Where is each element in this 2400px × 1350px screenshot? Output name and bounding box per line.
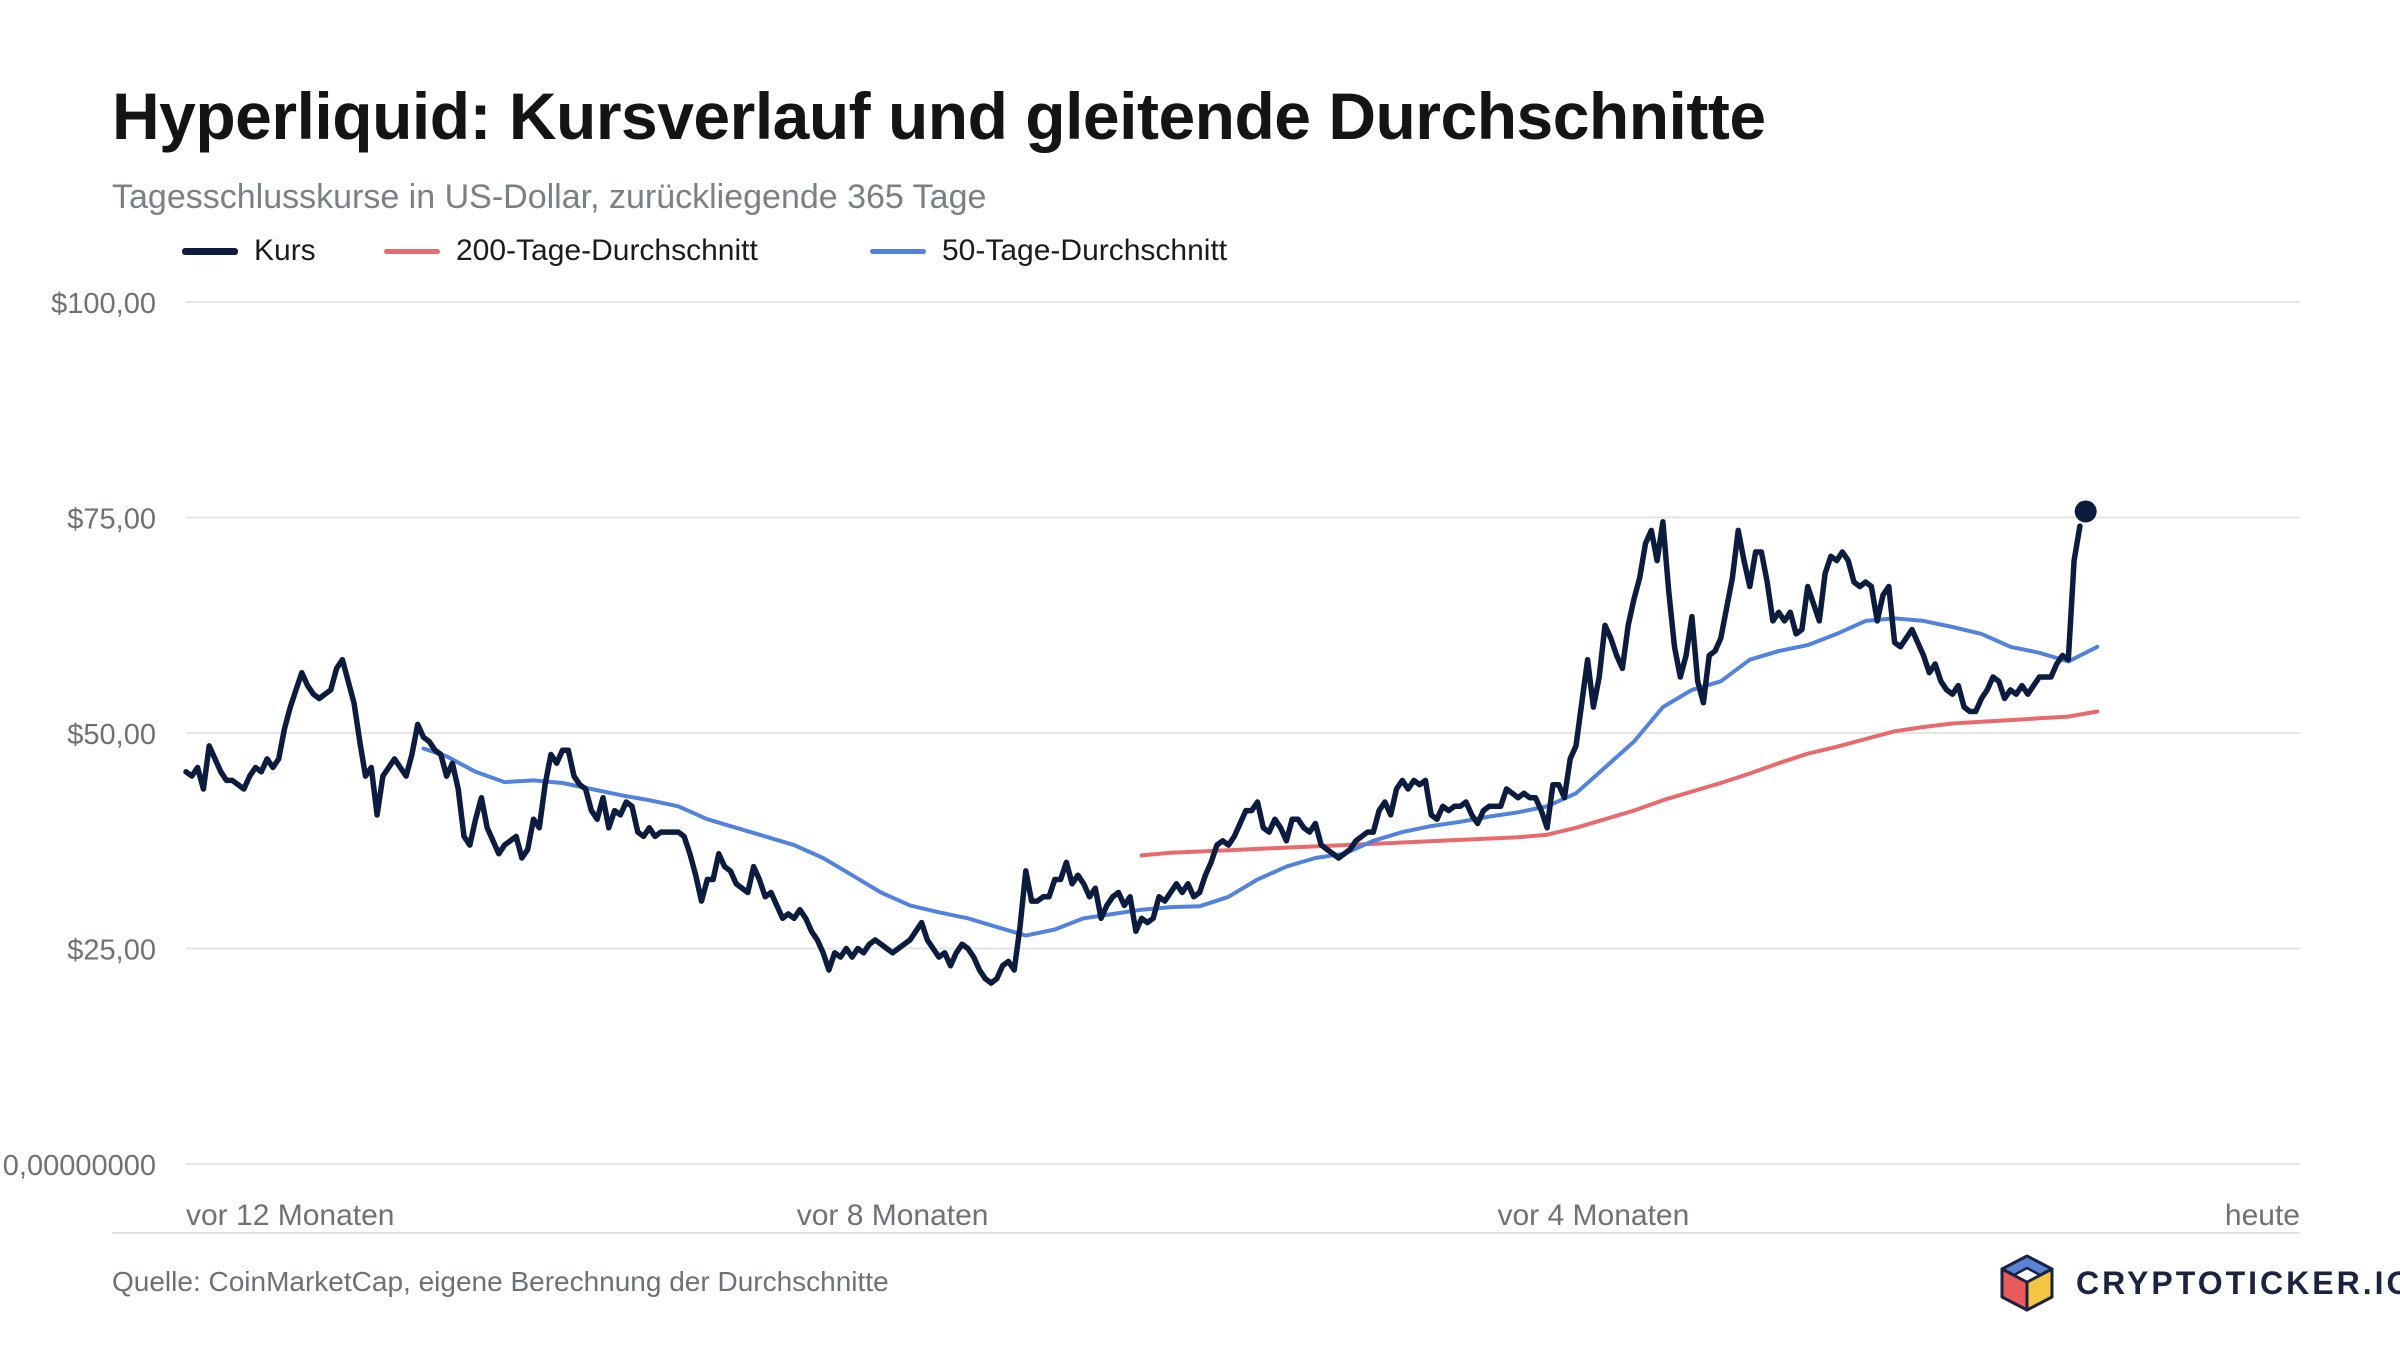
x-tick-label-3: heute: [2225, 1199, 2300, 1232]
cube-logo-icon: [2000, 1254, 2054, 1312]
chart-subtitle: Tagesschlusskurse in US-Dollar, zurückli…: [112, 178, 987, 216]
legend-item-200-tage: 200-Tage-Durchschnitt: [384, 234, 758, 268]
legend-label-kurs: Kurs: [254, 234, 316, 267]
y-tick-label-4: 0,00000000: [3, 1150, 156, 1182]
x-tick-label-2: vor 4 Monaten: [1498, 1199, 1690, 1232]
chart-title: Hyperliquid: Kursverlauf und gleitende D…: [112, 79, 1766, 153]
legend-swatch-200-tage: [384, 248, 440, 254]
legend-label-200-tage: 200-Tage-Durchschnitt: [456, 234, 758, 267]
legend-swatch-kurs: [182, 247, 238, 255]
series-line-price: [183, 519, 2083, 986]
series-line-ma200: [1139, 709, 2100, 858]
source-note: Quelle: CoinMarketCap, eigene Berechnung…: [112, 1266, 889, 1297]
y-tick-label-0: $100,00: [51, 288, 156, 320]
brand-name: CRYPTOTICKER.IO: [2076, 1264, 2400, 1301]
x-tick-label-0: vor 12 Monaten: [186, 1199, 394, 1232]
y-tick-label-2: $50,00: [67, 719, 156, 751]
y-tick-label-3: $25,00: [67, 935, 156, 967]
legend-swatch-50-tage: [870, 248, 926, 254]
series-line-ma50: [421, 616, 2100, 938]
y-tick-label-1: $75,00: [67, 504, 156, 536]
last-price-marker: [2074, 500, 2097, 523]
legend-item-kurs: Kurs: [182, 234, 316, 268]
legend-item-50-tage: 50-Tage-Durchschnitt: [870, 234, 1227, 268]
brand-logo: CRYPTOTICKER.IO: [1996, 1252, 2400, 1314]
x-tick-label-1: vor 8 Monaten: [797, 1199, 989, 1232]
legend-label-50-tage: 50-Tage-Durchschnitt: [942, 234, 1228, 267]
